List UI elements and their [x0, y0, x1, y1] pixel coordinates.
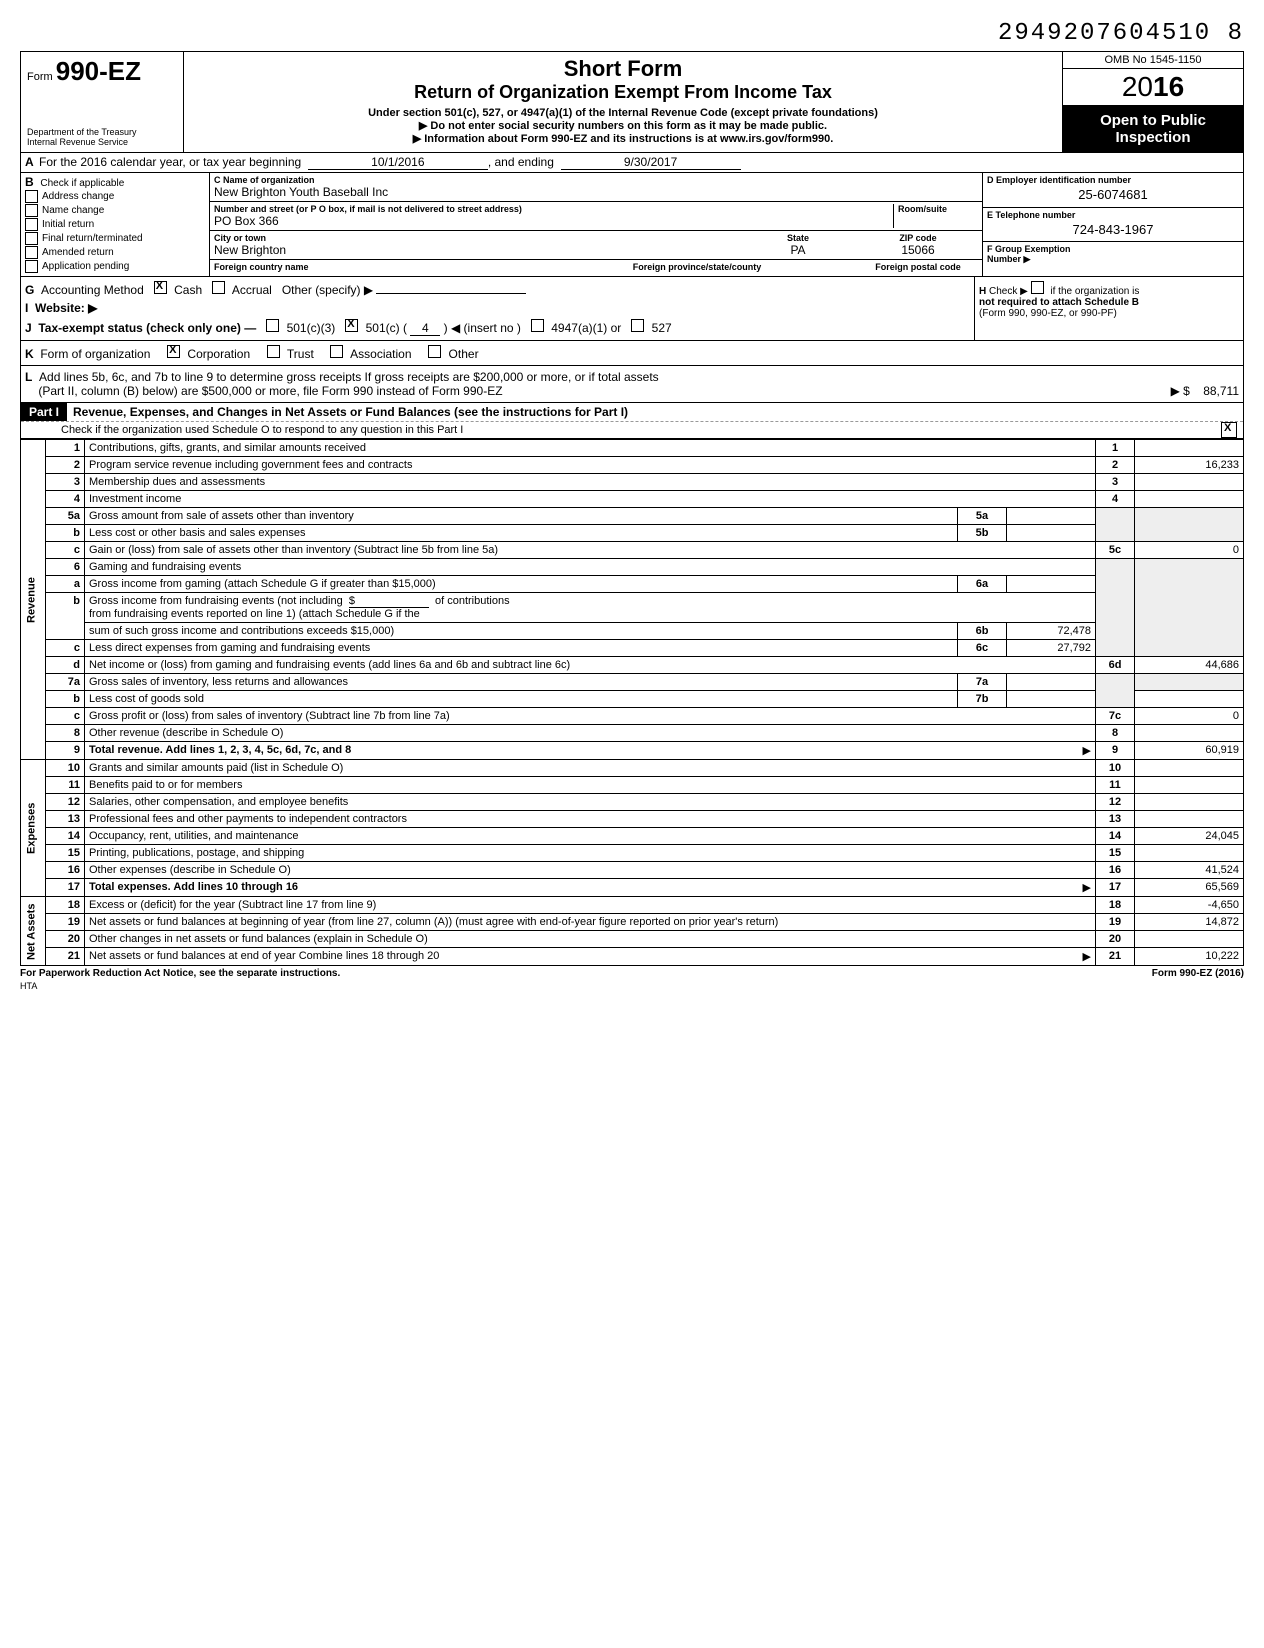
chk-schedule-o[interactable] [1221, 422, 1237, 438]
form-title-2: Return of Organization Exempt From Incom… [192, 82, 1054, 103]
line-14-amount: 24,045 [1135, 828, 1244, 845]
row-l: L Add lines 5b, 6c, and 7b to line 9 to … [20, 366, 1244, 403]
chk-initial-return[interactable]: Initial return [25, 218, 205, 231]
row-k: K Form of organization Corporation Trust… [20, 341, 1244, 366]
line-16-amount: 41,524 [1135, 862, 1244, 879]
org-state: PA [738, 243, 858, 257]
tax-year: 2016 [1063, 69, 1243, 106]
line-9-amount: 60,919 [1135, 742, 1244, 760]
chk-501c3[interactable] [266, 319, 279, 332]
row-i: I Website: ▶ [25, 301, 970, 315]
telephone: 724-843-1967 [987, 222, 1239, 237]
side-net-assets: Net Assets [21, 897, 46, 966]
line-21-amount: 10,222 [1135, 948, 1244, 966]
chk-other-org[interactable] [428, 345, 441, 358]
chk-amended-return[interactable]: Amended return [25, 246, 205, 259]
line-2-amount: 16,233 [1135, 457, 1244, 474]
chk-final-return[interactable]: Final return/terminated [25, 232, 205, 245]
part-1-table: Revenue 1Contributions, gifts, grants, a… [20, 439, 1244, 966]
chk-trust[interactable] [267, 345, 280, 358]
ein: 25-6074681 [987, 187, 1239, 202]
document-id: 2949207604510 8 [20, 20, 1244, 47]
chk-name-change[interactable]: Name change [25, 204, 205, 217]
form-subtitle-2: ▶ Do not enter social security numbers o… [192, 119, 1054, 132]
side-revenue: Revenue [21, 440, 46, 760]
line-6b-amount: 72,478 [1007, 623, 1096, 640]
line-6c-amount: 27,792 [1007, 640, 1096, 657]
org-zip: 15066 [858, 243, 978, 257]
form-title-1: Short Form [192, 56, 1054, 82]
chk-accrual[interactable] [212, 281, 225, 294]
org-address: PO Box 366 [214, 214, 893, 228]
line-5c-amount: 0 [1135, 542, 1244, 559]
chk-527[interactable] [631, 319, 644, 332]
line-18-amount: -4,650 [1135, 897, 1244, 914]
gross-receipts: 88,711 [1203, 384, 1239, 398]
form-header: Form 990-EZ Department of the Treasury I… [20, 51, 1244, 153]
row-g: G Accounting Method Cash Accrual Other (… [25, 281, 970, 297]
side-expenses: Expenses [21, 760, 46, 897]
chk-501c[interactable] [345, 319, 358, 332]
line-6d-amount: 44,686 [1135, 657, 1244, 674]
part-1-header: Part I Revenue, Expenses, and Changes in… [20, 403, 1244, 439]
line-7c-amount: 0 [1135, 708, 1244, 725]
line-17-amount: 65,569 [1135, 879, 1244, 897]
open-to-public: Open to Public Inspection [1063, 106, 1243, 152]
tax-year-end[interactable]: 9/30/2017 [561, 155, 741, 170]
line-19-amount: 14,872 [1135, 914, 1244, 931]
page-footer: For Paperwork Reduction Act Notice, see … [20, 966, 1244, 981]
footer-hta: HTA [20, 981, 1244, 991]
tax-year-begin[interactable]: 10/1/2016 [308, 155, 488, 170]
chk-association[interactable] [330, 345, 343, 358]
form-subtitle-3: ▶ Information about Form 990-EZ and its … [192, 132, 1054, 145]
chk-application-pending[interactable]: Application pending [25, 260, 205, 273]
org-name: New Brighton Youth Baseball Inc [214, 185, 978, 199]
line-a: A For the 2016 calendar year, or tax yea… [20, 153, 1244, 173]
line-1-amount [1135, 440, 1244, 457]
row-h: H Check ▶ if the organization is not req… [979, 281, 1239, 319]
chk-corporation[interactable] [167, 345, 180, 358]
form-number: Form 990-EZ [27, 56, 177, 87]
form-subtitle-1: Under section 501(c), 527, or 4947(a)(1)… [192, 107, 1054, 119]
org-city: New Brighton [214, 243, 738, 257]
chk-sched-b[interactable] [1031, 281, 1044, 294]
dept-treasury: Department of the Treasury Internal Reve… [27, 128, 177, 148]
chk-cash[interactable] [154, 281, 167, 294]
omb-number: OMB No 1545-1150 [1063, 52, 1243, 69]
chk-address-change[interactable]: Address change [25, 190, 205, 203]
chk-4947[interactable] [531, 319, 544, 332]
row-j: J Tax-exempt status (check only one) — 5… [25, 319, 970, 336]
org-info-block: B Check if applicable Address change Nam… [20, 173, 1244, 277]
